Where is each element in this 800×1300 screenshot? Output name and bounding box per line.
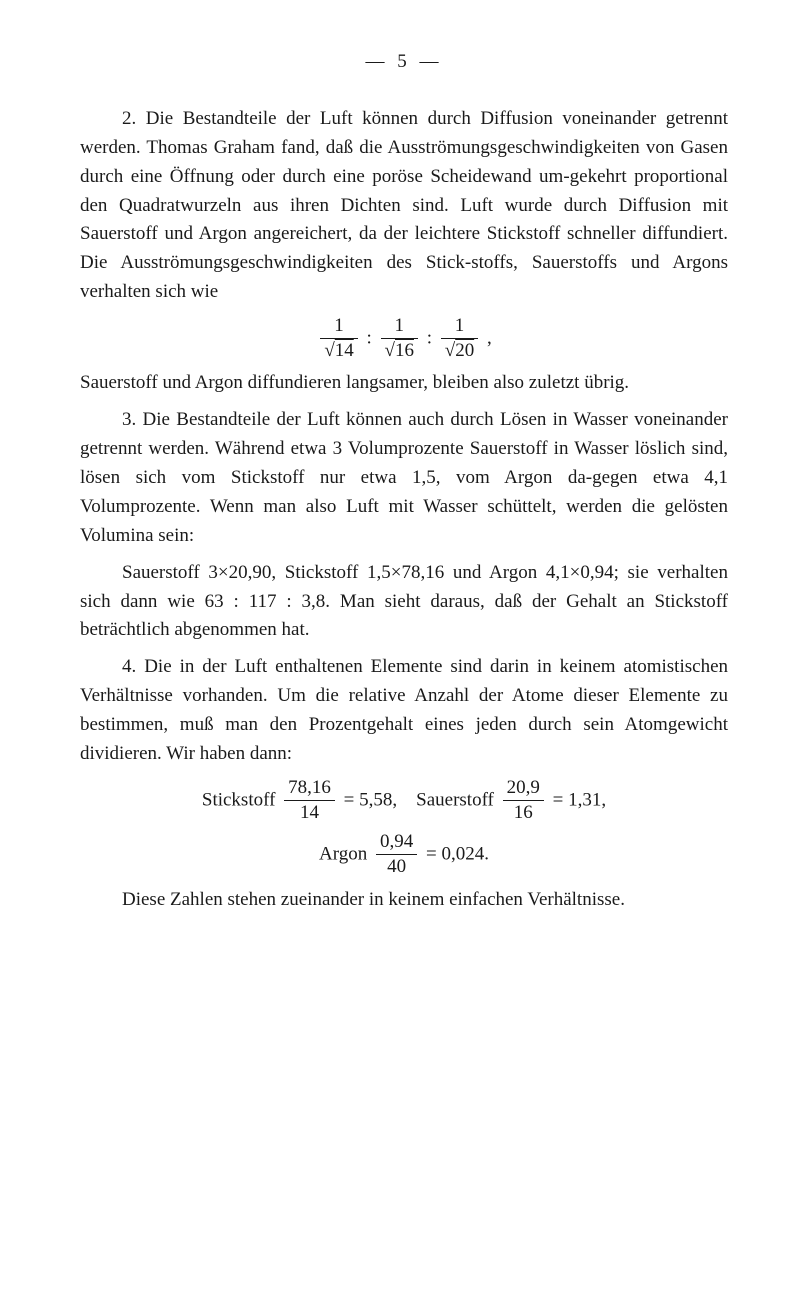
colon-separator: : (367, 328, 377, 349)
denominator: 14 (284, 801, 335, 826)
colon-separator: : (427, 328, 437, 349)
denominator: 40 (376, 855, 417, 880)
fraction-1: 1 √14 (320, 315, 357, 363)
fraction-2: 1 √16 (381, 315, 418, 363)
formula-diffusion-ratio: 1 √14 : 1 √16 : 1 √20 , (80, 315, 728, 363)
sauerstoff-label: Sauerstoff (416, 789, 494, 810)
comma: , (487, 328, 492, 349)
numerator: 78,16 (284, 777, 335, 801)
paragraph-5: 4. Die in der Luft enthaltenen Elemente … (80, 653, 728, 769)
denominator: 16 (503, 801, 544, 826)
formula-stickstoff-sauerstoff: Stickstoff 78,16 14 = 5,58, Sauerstoff 2… (80, 777, 728, 825)
spacer (402, 789, 412, 810)
paragraph-3: 3. Die Bestandteile der Luft können auch… (80, 406, 728, 550)
paragraph-1: 2. Die Bestandteile der Luft können durc… (80, 105, 728, 307)
numerator: 1 (441, 315, 478, 339)
argon-value: = 0,024. (426, 844, 489, 865)
numerator: 1 (381, 315, 418, 339)
fraction-argon: 0,94 40 (376, 831, 417, 879)
fraction-sauerstoff: 20,9 16 (503, 777, 544, 825)
denominator: √14 (320, 339, 357, 364)
stickstoff-value: = 5,58, (344, 789, 397, 810)
stickstoff-label: Stickstoff (202, 789, 276, 810)
paragraph-6: Diese Zahlen stehen zueinander in keinem… (80, 886, 728, 915)
numerator: 1 (320, 315, 357, 339)
paragraph-2: Sauerstoff und Argon diffundieren langsa… (80, 369, 728, 398)
numerator: 20,9 (503, 777, 544, 801)
denominator: √16 (381, 339, 418, 364)
sqrt-value: 14 (335, 340, 354, 361)
denominator: √20 (441, 339, 478, 364)
fraction-stickstoff: 78,16 14 (284, 777, 335, 825)
numerator: 0,94 (376, 831, 417, 855)
sqrt-value: 20 (455, 340, 474, 361)
page-number: — 5 — (80, 48, 728, 77)
fraction-3: 1 √20 (441, 315, 478, 363)
document-page: — 5 — 2. Die Bestandteile der Luft könne… (0, 0, 800, 971)
formula-argon: Argon 0,94 40 = 0,024. (80, 831, 728, 879)
argon-label: Argon (319, 844, 367, 865)
sqrt-value: 16 (395, 340, 414, 361)
paragraph-4: Sauerstoff 3×20,90, Stickstoff 1,5×78,16… (80, 559, 728, 646)
sauerstoff-value: = 1,31, (553, 789, 606, 810)
